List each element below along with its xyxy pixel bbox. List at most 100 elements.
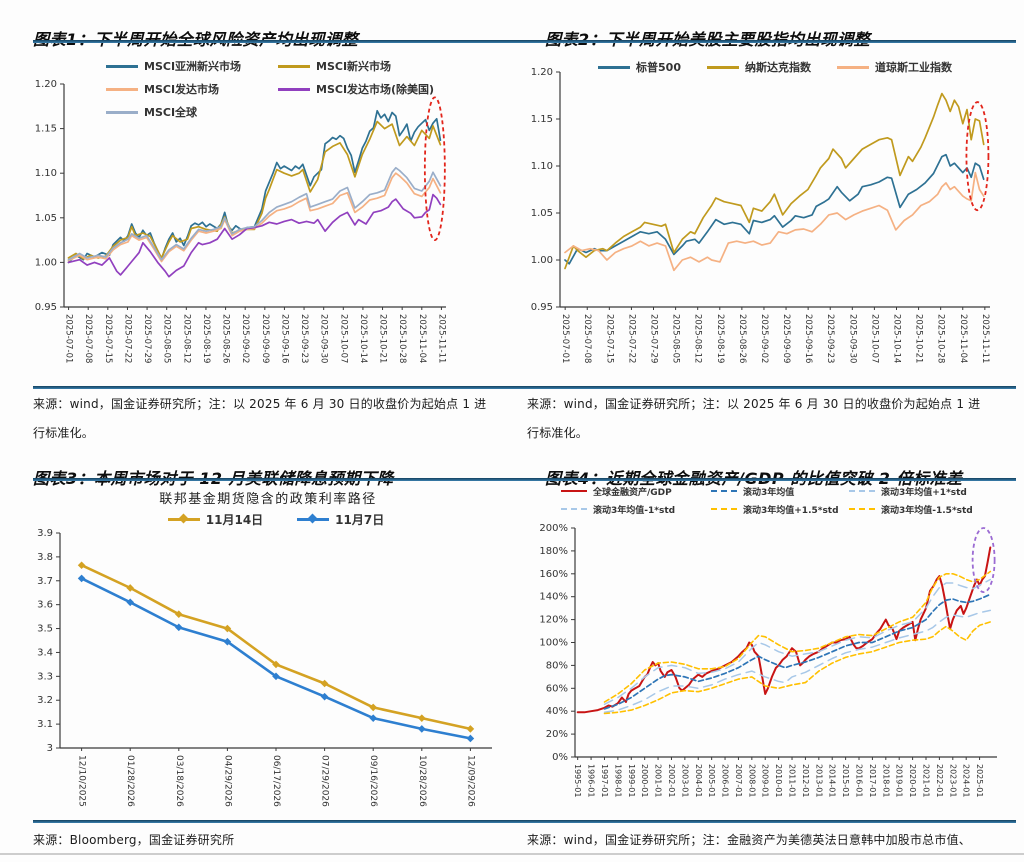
legend-label: 11月7日 <box>335 513 385 527</box>
legend-label: 滚动3年均值-1.5*std <box>881 506 973 516</box>
x-tick-label: 2023-01 <box>948 764 957 797</box>
x-tick-label: 2025-08-12 <box>181 314 191 363</box>
y-tick-label: 1.20 <box>531 67 553 78</box>
legend-label: MSCI发达市场(除美国) <box>316 83 435 96</box>
x-tick-label: 2025-10-07 <box>869 314 879 363</box>
x-tick-label: 2004-01 <box>694 764 703 797</box>
source-line: 来源：Bloomberg，国金证券研究所 <box>33 833 235 847</box>
x-tick-label: 2025-07-29 <box>649 314 659 363</box>
legend-swatch-line <box>561 487 587 496</box>
x-tick-label: 2025-07-08 <box>582 314 592 363</box>
legend-diamond-icon <box>178 513 189 524</box>
x-tick-label: 1996-01 <box>587 764 596 797</box>
legend-label: MSCI亚洲新兴市场 <box>144 60 242 73</box>
figure4-chart: 0% 20% 40% 60% 80% 100% 120% 140% 160% 180% 200% 19… <box>515 484 1016 816</box>
x-tick-label: 2025-09-09 <box>260 314 270 363</box>
x-tick-label: 2025-09-16 <box>279 314 289 363</box>
figure2-title: 图表2：下半周开始美股主要股指均出现调整 <box>545 26 870 50</box>
page-bottom-divider <box>0 853 1024 855</box>
x-tick-label: 1999-01 <box>627 764 636 797</box>
legend-item: 11月14日 <box>167 511 263 528</box>
legend-item: 滚动3年均值+1*std <box>849 485 1001 498</box>
x-tick-label: 2025-08-05 <box>162 314 172 363</box>
x-tick-label: 2025-07-29 <box>142 314 152 363</box>
x-tick-label: 2022-01 <box>935 764 944 797</box>
figure4-legend: 全球金融资产/GDP 滚动3年均值 滚动3年均值+1*std 滚动3年均值-1*std… <box>561 485 1001 516</box>
legend-label: 滚动3年均值+1.5*std <box>743 506 839 516</box>
series-MSCI发达市场 <box>67 172 442 263</box>
marker-diamond <box>466 734 475 743</box>
legend-swatch-line <box>836 63 869 72</box>
x-tick-label: 09/16/2026 <box>368 755 378 807</box>
legend-label: 纳斯达克指数 <box>744 61 811 74</box>
x-tick-label: 2010-01 <box>774 764 783 797</box>
legend-item: MSCI新兴市场 <box>278 58 468 74</box>
x-tick-label: 2015-01 <box>841 764 850 797</box>
y-tick-label: 200% <box>539 523 568 534</box>
legend-item: MSCI亚洲新兴市场 <box>106 58 278 74</box>
legend-item: 滚动3年均值+1.5*std <box>711 503 849 516</box>
legend-swatch-line <box>106 85 138 94</box>
legend-item: 纳斯达克指数 <box>706 59 811 75</box>
legend-label: 滚动3年均值-1*std <box>593 506 676 516</box>
marker-diamond <box>272 672 280 681</box>
source-line: 来源：wind，国金证券研究所；注：金融资产为美德英法日意韩中加股市总市值、 <box>527 833 971 847</box>
source-line: 行标准化。 <box>33 426 95 440</box>
figure2-chart-svg: 0.95 1.00 1.05 1.10 1.15 1.20 2025-07-01 2025-0… <box>531 67 990 363</box>
legend-label: 道琼斯工业指数 <box>874 61 952 74</box>
series-滚动3年均值-1.5*std <box>603 621 992 715</box>
legend-diamond-icon <box>307 513 318 524</box>
x-tick-label: 2025-07-22 <box>122 314 132 363</box>
x-tick-label: 2025-07-15 <box>604 314 614 363</box>
y-tick-label: 140% <box>539 592 568 603</box>
y-tick-label: 1.05 <box>35 213 57 224</box>
x-tick-label: 2017-01 <box>868 764 877 797</box>
x-tick-label: 2025-08-26 <box>737 314 747 363</box>
x-tick-label: 2020-01 <box>908 764 917 797</box>
x-tick-label: 2025-07-22 <box>626 314 636 363</box>
x-tick-label: 03/18/2026 <box>174 755 184 807</box>
x-tick-label: 2008-01 <box>747 764 756 797</box>
y-tick-label: 20% <box>546 729 568 740</box>
x-tick-label: 2025-08-26 <box>221 314 231 363</box>
x-tick-label: 1998-01 <box>613 764 622 797</box>
marker-diamond <box>175 623 183 632</box>
legend-label: 全球金融资产/GDP <box>593 488 672 498</box>
y-tick-label: 1.10 <box>35 168 57 179</box>
x-tick-label: 2012-01 <box>801 764 810 797</box>
series-纳斯达克指数 <box>564 92 985 270</box>
marker-diamond <box>272 660 280 669</box>
title-divider-bottom <box>33 478 1016 481</box>
y-tick-label: 3.9 <box>37 528 53 539</box>
legend-item: 道琼斯工业指数 <box>836 59 952 75</box>
x-tick-label: 2025-07-08 <box>83 314 93 363</box>
series-MSCI新兴市场 <box>67 120 442 260</box>
series-标普500 <box>564 153 985 265</box>
legend-item: 滚动3年均值-1*std <box>561 503 711 516</box>
y-tick-label: 0% <box>552 752 568 763</box>
x-tick-label: 2006-01 <box>721 764 730 797</box>
figure2-chart: 0.95 1.00 1.05 1.10 1.15 1.20 2025-07-01 2025-0… <box>515 46 1016 380</box>
legend-item: MSCI全球 <box>106 104 278 120</box>
legend-label: MSCI新兴市场 <box>316 60 392 73</box>
legend-swatch-dashed-line <box>561 505 587 514</box>
figure2-source: 来源：wind，国金证券研究所；注：以 2025 年 6 月 30 日的收盘价为… <box>527 390 980 448</box>
x-tick-label: 07/29/2026 <box>320 755 330 807</box>
highlight-ellipse <box>965 101 990 212</box>
legend-swatch-dashed-line <box>711 487 737 496</box>
x-tick-label: 2025-10-21 <box>914 314 924 363</box>
x-tick-label: 12/10/2025 <box>77 755 87 807</box>
x-tick-label: 2002-01 <box>667 764 676 797</box>
figure1-title: 图表1：下半周开始全球风险资产均出现调整 <box>33 26 358 50</box>
x-tick-label: 2014-01 <box>828 764 837 797</box>
x-tick-label: 2025-10-21 <box>378 314 388 363</box>
x-tick-label: 2018-01 <box>881 764 890 797</box>
y-tick-label: 1.00 <box>35 257 57 268</box>
x-tick-label: 2011-01 <box>788 764 797 797</box>
x-tick-label: 2025-10-14 <box>358 314 368 363</box>
title-divider-top <box>33 40 1016 43</box>
legend-swatch-line <box>106 62 138 71</box>
x-tick-label: 2003-01 <box>680 764 689 797</box>
legend-item: 11月7日 <box>297 511 384 528</box>
